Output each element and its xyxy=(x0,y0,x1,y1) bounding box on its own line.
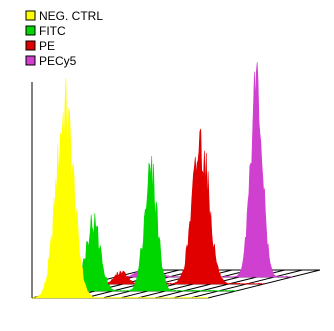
legend-entry-fitc: FITC xyxy=(25,24,66,38)
legend-label-pe: PE xyxy=(39,39,55,53)
series-neg-ctrl xyxy=(31,77,209,299)
legend-label-neg-ctrl: NEG. CTRL xyxy=(39,9,103,23)
histogram-series xyxy=(31,62,293,299)
series-pe xyxy=(87,128,265,285)
legend-entry-neg-ctrl: NEG. CTRL xyxy=(25,9,103,23)
legend-swatch-pecy5 xyxy=(25,55,36,66)
legend-swatch-neg-ctrl xyxy=(25,10,36,21)
legend-entry-pe: PE xyxy=(25,39,55,53)
series-fitc xyxy=(59,155,237,292)
legend: NEG. CTRL FITC PE PECy5 xyxy=(25,9,103,68)
legend-swatch-fitc xyxy=(25,25,36,36)
legend-entry-pecy5: PECy5 xyxy=(25,54,77,68)
histogram-area xyxy=(59,155,237,292)
histogram-area xyxy=(31,77,209,299)
histogram-area xyxy=(87,128,265,285)
legend-label-fitc: FITC xyxy=(39,24,66,38)
legend-label-pecy5: PECy5 xyxy=(39,54,77,68)
legend-swatch-pe xyxy=(25,40,36,51)
